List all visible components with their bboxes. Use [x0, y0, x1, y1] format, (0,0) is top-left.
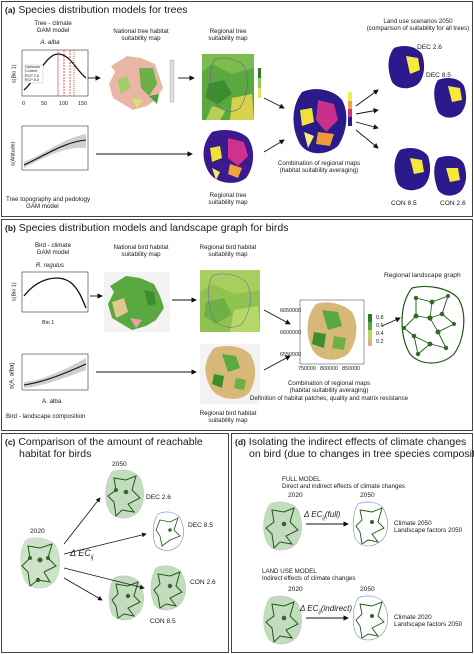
bird-species-label: R. regulus	[35, 262, 65, 269]
map-y-tick-1: 6650000	[280, 308, 301, 314]
bird-bio1-curve-plot	[21, 271, 89, 313]
regional-landscape-graph	[401, 285, 465, 364]
panel-a-title: (a) Species distribution models for tree…	[5, 4, 188, 16]
national-bird-map-label: National bird habitat suitability map	[113, 244, 169, 259]
species-label: A. alba	[40, 39, 60, 46]
c-year-2050: 2050	[112, 461, 127, 468]
bird-combination-label: Combination of regional maps (habitat sui…	[249, 380, 409, 402]
regional-bird-suitability-map-top	[200, 270, 260, 332]
d-ind-graph-2050	[352, 595, 388, 641]
combined-bird-suitability-map	[299, 299, 365, 365]
landscape-graph-label: Regional landscape graph	[384, 272, 461, 279]
panel-b-arrows	[90, 293, 401, 375]
scenario-map-con26	[434, 156, 467, 196]
combined-bird-legend	[368, 314, 372, 346]
land-use-label: Land use scenarios 2050 (comparison of su…	[366, 18, 470, 33]
d-delta-full: Δ ECij(full)	[304, 510, 341, 522]
panel-d: (d) Isolating the indirect effects of cl…	[231, 433, 474, 653]
c-scenario-con85: CON 8.5	[150, 618, 176, 625]
tree-bio1-curve-plot	[21, 49, 89, 97]
panel-c: (c) Comparison of the amount of reachabl…	[1, 433, 229, 653]
regional-bird-suitability-map-bottom	[200, 344, 260, 404]
regional-bird-map-bottom-label: Regional bird habitat suitability map	[199, 410, 257, 425]
panel-c-arrows	[63, 497, 147, 601]
d-ind-result: Climate 2020 Landscape factors 2050	[394, 614, 463, 629]
map-x-tick-3: 850000	[342, 366, 360, 372]
regional-map-top-legend	[258, 68, 261, 98]
panel-d-title: (d) Isolating the indirect effects of cl…	[235, 436, 474, 460]
panel-d-arrows	[306, 521, 349, 621]
national-tree-suitability-map	[109, 56, 163, 110]
bird-alba-curve-plot	[21, 353, 89, 391]
c-graph-dec26	[105, 469, 144, 519]
combined-tree-suitability-map	[293, 89, 347, 154]
tree-altitude-curve-plot	[21, 125, 89, 171]
map-x-tick-1: 750000	[298, 366, 316, 372]
d-ind-year-2020: 2020	[288, 586, 303, 593]
scenario-label-con85: CON 8.5	[391, 200, 417, 207]
landscape-composition-label: Bird - landscape composition	[6, 413, 86, 420]
c-graph-dec85	[152, 511, 184, 551]
bird-alba-response-curve	[23, 363, 87, 386]
c-scenario-dec85: DEC 8.5	[188, 522, 213, 529]
d-delta-indirect: Δ ECij(indirect)	[300, 604, 352, 616]
x-tick-50: 50	[41, 101, 47, 107]
d-full-graph-2050	[352, 501, 388, 547]
full-model-label: FULL MODEL Direct and indirect effects of…	[282, 476, 406, 491]
regional-tree-map-top-label: Regional tree suitability map	[208, 28, 248, 43]
bio1-legend: Optimum Current RCP 2.6 RCP 8.5	[25, 65, 40, 83]
panel-a: (a) Species distribution models for tree…	[1, 1, 473, 217]
c-graph-2020	[20, 537, 60, 589]
panel-a-arrows	[88, 75, 379, 157]
bird-bio1-response-curve	[23, 277, 87, 309]
d-ind-graph-2020	[263, 595, 302, 645]
altitude-response-curve	[23, 139, 87, 166]
scenario-label-con26: CON 2.6	[440, 200, 466, 207]
c-year-2020: 2020	[30, 528, 45, 535]
bird-climate-gam-label: Bird - climate GAM model	[34, 242, 72, 257]
d-full-result: Climate 2050 Landscape factors 2050	[394, 520, 463, 535]
topo-pedology-label: Tree topography and pedology GAM model	[6, 196, 91, 211]
map-y-tick-2: 6600000	[280, 330, 301, 336]
scenario-label-dec85: DEC 8.5	[426, 72, 451, 79]
d-ind-year-2050: 2050	[360, 586, 375, 593]
bird-xlabel-bio1: Bio 1	[42, 320, 55, 326]
national-bird-suitability-map	[104, 272, 170, 332]
x-tick-100: 100	[59, 101, 68, 107]
panel-c-title: (c) Comparison of the amount of reachabl…	[5, 436, 203, 460]
regional-bird-map-top-label: Regional bird habitat suitability map	[199, 244, 257, 259]
regional-tree-suitability-map-top	[202, 54, 254, 120]
x-tick-150: 150	[78, 101, 87, 107]
regional-tree-suitability-map-bottom	[203, 130, 254, 183]
map-x-tick-2: 800000	[320, 366, 338, 372]
x-tick-0: 0	[22, 101, 25, 107]
regional-tree-map-bottom-label: Regional tree suitability map	[208, 192, 248, 207]
c-graph-con85	[108, 575, 144, 621]
land-use-model-label: LAND USE MODEL Indirect effects of climat…	[262, 568, 356, 583]
panel-b: (b) Species distribution models and land…	[1, 219, 473, 431]
d-full-year-2050: 2050	[360, 492, 375, 499]
scenario-map-con85	[394, 148, 431, 191]
panel-b-title: (b) Species distribution models and land…	[5, 222, 289, 234]
combined-map-legend	[348, 92, 352, 126]
national-map-legend	[169, 59, 175, 103]
c-graph-con26	[150, 565, 186, 611]
national-tree-map-label: National tree habitat suitability map	[113, 28, 169, 43]
scenario-label-dec26: DEC 2.6	[417, 44, 442, 51]
combined-bird-legend-values: 0.8 0.6 0.4 0.2	[376, 315, 384, 345]
bird-xlabel-alba: A. alba	[42, 398, 62, 405]
d-full-graph-2020	[263, 501, 302, 551]
map-y-tick-3: 6550000	[280, 352, 301, 358]
c-scenario-dec26: DEC 2.6	[146, 494, 171, 501]
d-full-year-2020: 2020	[288, 492, 303, 499]
scenario-map-dec26	[388, 46, 425, 89]
c-delta-ec: Δ ECij	[70, 548, 94, 561]
tree-climate-gam-label: Tree - climate GAM model	[34, 20, 72, 35]
combination-label: Combination of regional maps (habitat sui…	[277, 160, 361, 175]
scenario-map-dec85	[434, 78, 467, 118]
c-scenario-con26: CON 2.6	[190, 579, 216, 586]
